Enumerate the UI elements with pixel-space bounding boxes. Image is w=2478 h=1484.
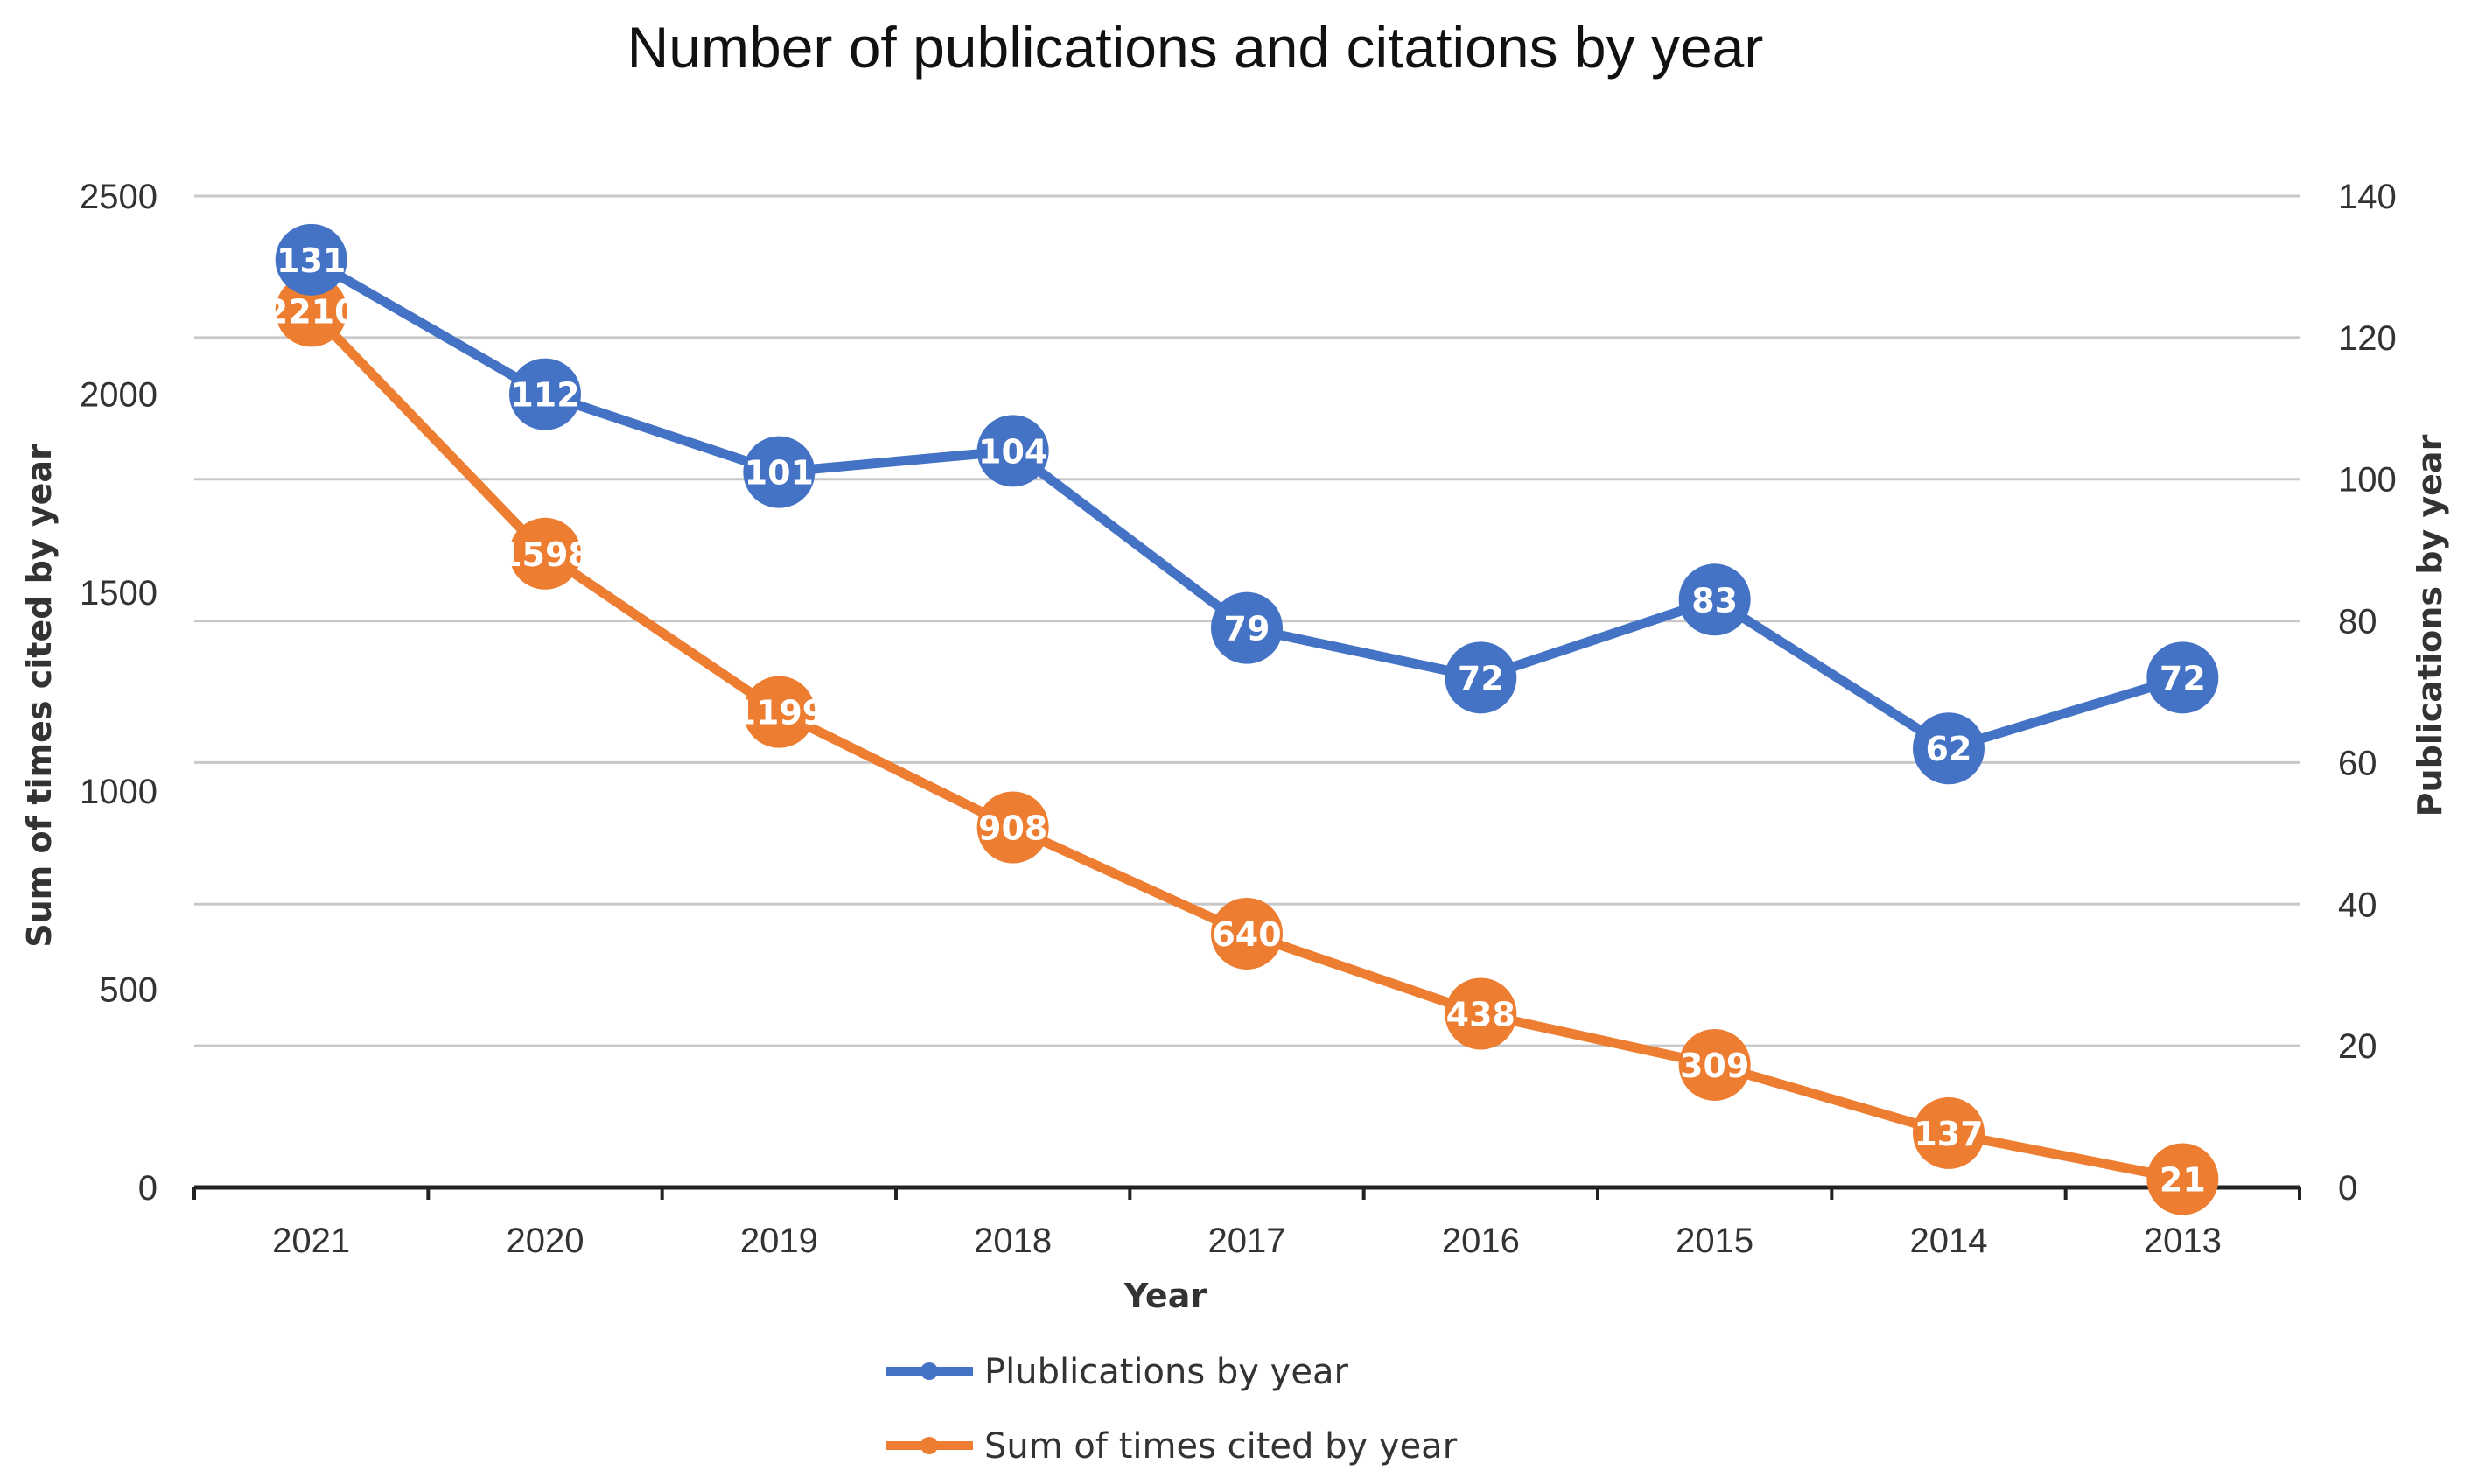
data-point-citations[interactable] (2146, 1143, 2219, 1215)
data-point-publications[interactable] (743, 436, 816, 508)
data-point-citations[interactable] (1445, 977, 1517, 1050)
data-label-publications: 131 (276, 242, 346, 280)
data-label-citations: 908 (978, 808, 1047, 847)
data-point-publications[interactable] (1445, 641, 1517, 714)
data-point-publications[interactable] (275, 223, 347, 296)
data-point-citations[interactable] (1678, 1028, 1751, 1101)
data-label-citations: 2210 (265, 292, 358, 331)
chart-title: Number of publications and citations by … (627, 15, 1764, 80)
y-right-tick-label: 80 (2338, 603, 2377, 641)
y-left-tick-label: 1500 (80, 574, 158, 612)
x-tick-label: 2015 (1676, 1222, 1754, 1260)
y-right-tick-label: 140 (2338, 178, 2397, 216)
y-right-axis: 0 20 40 60 80 100 120 140 (2338, 178, 2397, 1208)
data-point-publications[interactable] (1211, 592, 1283, 664)
data-label-publications: 62 (1926, 730, 1972, 768)
data-label-publications: 104 (978, 432, 1047, 471)
y-left-tick-label: 2500 (80, 178, 158, 216)
x-tick-label: 2019 (740, 1222, 818, 1260)
data-point-citations[interactable] (976, 791, 1049, 864)
legend: Plublications by year Sum of times cited… (886, 1352, 1458, 1466)
y-right-tick-label: 120 (2338, 319, 2397, 358)
data-label-citations: 309 (1680, 1046, 1749, 1085)
series-line-citations (306, 305, 2188, 1184)
x-tick-label: 2014 (1910, 1222, 1988, 1260)
gridlines (194, 194, 2300, 1047)
data-point-citations[interactable] (1211, 897, 1283, 970)
data-label-publications: 101 (745, 454, 814, 493)
data-point-citations[interactable] (275, 275, 347, 347)
data-label-citations: 137 (1914, 1115, 1983, 1153)
data-label-citations: 21 (2160, 1160, 2206, 1199)
x-tick-label: 2013 (2144, 1222, 2222, 1260)
y-left-tick-label: 1000 (80, 773, 158, 811)
legend-marker-publications (920, 1362, 938, 1380)
series-line-publications (306, 255, 2188, 753)
data-label-publications: 72 (1458, 659, 1504, 697)
y-right-axis-title: Publications by year (2411, 434, 2449, 816)
y-left-tick-label: 0 (138, 1169, 158, 1208)
x-tick-label: 2018 (974, 1222, 1052, 1260)
data-point-citations[interactable] (743, 676, 816, 748)
legend-label-citations: Sum of times cited by year (984, 1426, 1458, 1466)
x-tick-label: 2020 (507, 1222, 584, 1260)
legend-marker-citations (920, 1437, 938, 1454)
series-citations: 2210 1598 1199 908 640 438 309 137 21 (265, 275, 2219, 1215)
y-left-axis: 0 500 1000 1500 2000 2500 (80, 178, 158, 1208)
y-right-tick-label: 0 (2338, 1169, 2357, 1208)
y-left-tick-label: 500 (99, 970, 158, 1009)
data-point-citations[interactable] (509, 517, 581, 590)
y-right-tick-label: 60 (2338, 744, 2377, 782)
series-publications: 131 112 101 104 79 72 83 62 72 (275, 223, 2219, 785)
x-tick-label: 2021 (272, 1222, 350, 1260)
y-right-tick-label: 40 (2338, 886, 2377, 924)
y-right-tick-label: 20 (2338, 1027, 2377, 1066)
data-point-publications[interactable] (1678, 564, 1751, 636)
data-label-publications: 83 (1691, 581, 1738, 620)
legend-item-citations[interactable]: Sum of times cited by year (886, 1426, 1458, 1466)
x-tick-label: 2016 (1442, 1222, 1520, 1260)
y-left-tick-label: 2000 (80, 376, 158, 415)
data-label-citations: 1199 (732, 694, 825, 732)
data-point-publications[interactable] (509, 358, 581, 430)
data-label-citations: 438 (1446, 995, 1516, 1033)
legend-label-publications: Plublications by year (984, 1352, 1348, 1392)
data-label-publications: 112 (510, 376, 579, 415)
x-axis-title: Year (1124, 1277, 1207, 1315)
x-axis: 2021 2020 2019 2018 2017 2016 2015 2014 2013 (192, 1185, 2301, 1260)
data-label-publications: 72 (2160, 659, 2206, 697)
data-point-publications[interactable] (1913, 712, 1984, 785)
data-label-citations: 1598 (499, 536, 592, 574)
data-label-citations: 640 (1212, 915, 1281, 954)
y-right-tick-label: 100 (2338, 461, 2397, 500)
y-left-axis-title: Sum of times cited by year (20, 444, 59, 948)
data-point-publications[interactable] (976, 415, 1049, 487)
data-label-publications: 79 (1224, 610, 1270, 648)
series-layer: 2210 1598 1199 908 640 438 309 137 21 131 112 101 10… (265, 223, 2219, 1215)
data-point-citations[interactable] (1913, 1096, 1984, 1169)
legend-item-publications[interactable]: Plublications by year (886, 1352, 1348, 1392)
data-point-publications[interactable] (2146, 641, 2219, 714)
x-tick-label: 2017 (1208, 1222, 1286, 1260)
